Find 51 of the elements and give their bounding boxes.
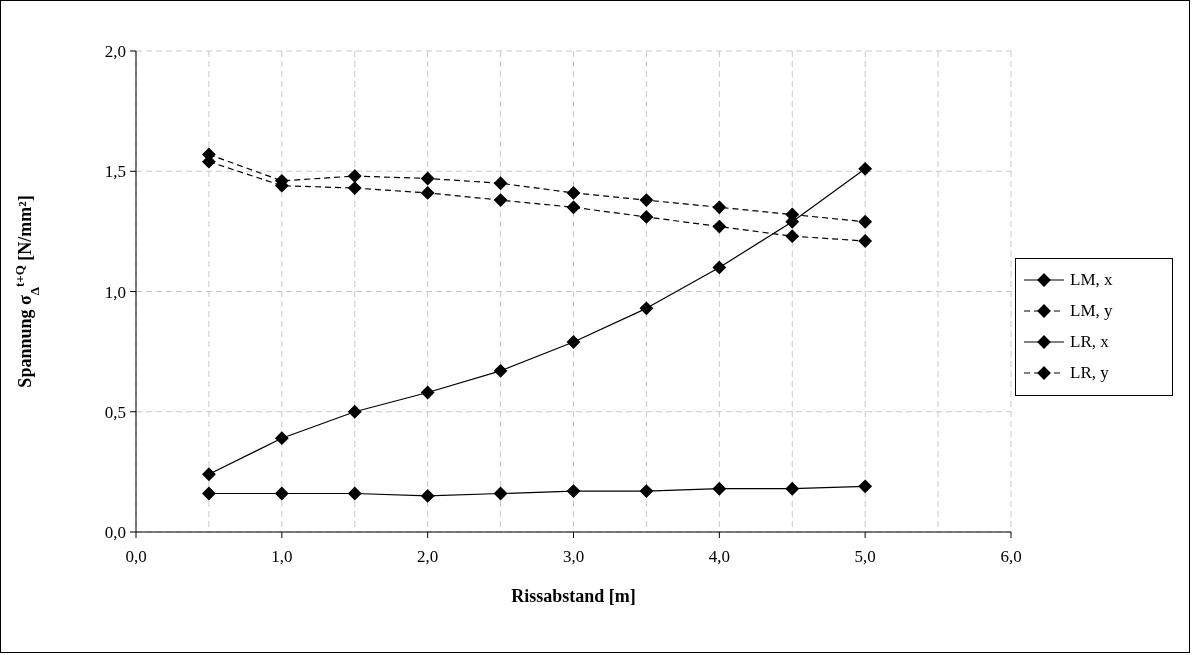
point [348, 486, 362, 501]
y-tick-label: 1,5 [104, 162, 126, 182]
point [785, 482, 799, 496]
x-tick-label: 3,0 [562, 547, 585, 566]
y-tick-label: 0,5 [104, 402, 126, 422]
point [712, 219, 726, 234]
y-tick-label: 1,0 [104, 282, 126, 302]
point [858, 234, 872, 248]
point [493, 176, 508, 190]
x-tick-label: 5,0 [854, 547, 876, 566]
x-tick-label: 6,0 [1000, 547, 1022, 566]
x-tick-label: 1,0 [271, 547, 293, 566]
legend-label: LM, x [1070, 270, 1113, 290]
point [493, 193, 508, 207]
point [566, 200, 581, 214]
point [202, 467, 216, 481]
point [566, 335, 581, 349]
point [275, 431, 289, 445]
point [858, 215, 872, 229]
point [566, 186, 581, 200]
point [639, 210, 654, 224]
point [712, 482, 726, 496]
point [493, 486, 508, 501]
x-tick-label: 4,0 [708, 547, 730, 566]
point [421, 171, 435, 186]
y-tick-label: 0,0 [104, 523, 126, 542]
point [493, 364, 508, 378]
point [421, 489, 435, 503]
x-tick-label: 2,0 [417, 547, 439, 566]
point [639, 484, 654, 498]
point [639, 301, 654, 315]
point [785, 229, 799, 243]
point [421, 385, 435, 400]
point [421, 186, 435, 200]
legend-label: LR, x [1070, 332, 1109, 352]
point [712, 260, 726, 275]
point [275, 486, 289, 501]
point [348, 169, 362, 183]
point [858, 479, 872, 493]
legend-label: LR, y [1070, 363, 1109, 383]
point [712, 200, 726, 214]
point [858, 162, 872, 176]
point [566, 484, 581, 498]
point [639, 193, 654, 207]
point [348, 405, 362, 419]
y-tick-label: 2,0 [104, 42, 126, 61]
point [202, 486, 216, 501]
x-axis-title: Rissabstand [m] [511, 586, 636, 606]
point [348, 181, 362, 195]
legend-label: LM, y [1070, 301, 1113, 321]
x-tick-label: 0,0 [125, 547, 147, 566]
